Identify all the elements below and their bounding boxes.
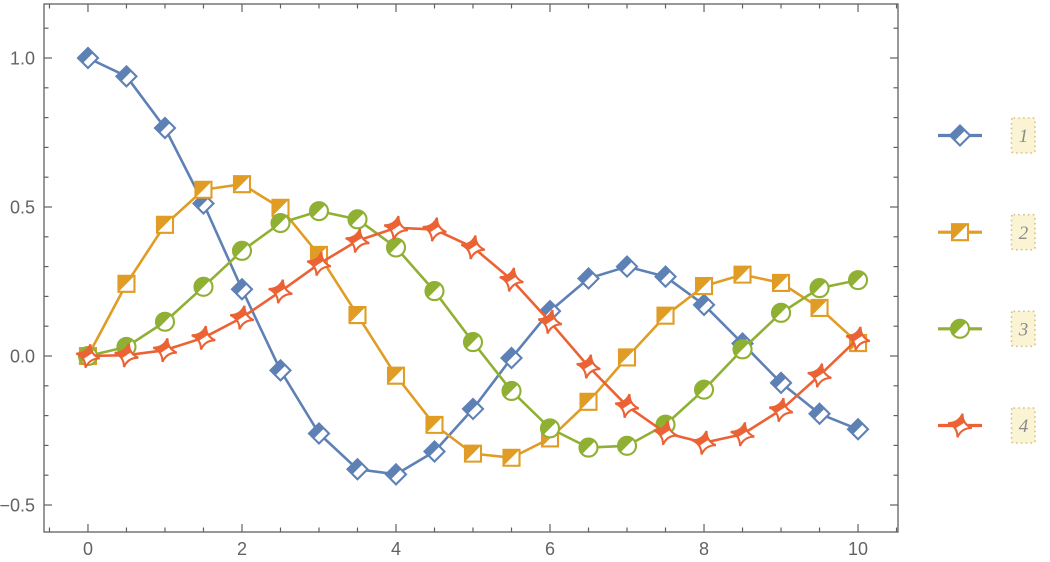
series-2 [80, 176, 866, 466]
data-point-marker [695, 381, 713, 399]
data-point-marker [266, 277, 294, 305]
legend-label-chip [1010, 310, 1036, 348]
data-point-marker [194, 278, 212, 296]
data-point-marker [580, 439, 598, 457]
plot-legend: 1 2 3 4 [938, 117, 1036, 444]
plot-frame [43, 3, 899, 533]
data-point-marker [734, 340, 752, 358]
data-point-marker [270, 360, 290, 380]
legend-label-chip [1010, 213, 1036, 251]
x-tick-label: 6 [545, 539, 555, 559]
data-point-marker [271, 214, 289, 232]
x-tick-label: 0 [83, 539, 93, 559]
data-point-marker [848, 419, 868, 439]
x-tick-label: 4 [391, 539, 401, 559]
data-point-marker [189, 324, 217, 352]
legend-label: 1 [1019, 126, 1029, 147]
x-tick-label: 2 [237, 539, 247, 559]
data-point-marker [387, 239, 405, 257]
legend-label-chip [1010, 407, 1036, 444]
data-point-marker [151, 336, 179, 364]
axis-ticks [44, 4, 898, 532]
data-point-marker [78, 48, 98, 68]
data-point-marker [348, 210, 366, 228]
data-point-marker [504, 450, 520, 466]
data-point-marker [618, 437, 636, 455]
y-axis-tick-labels: −0.5 0.0 0.5 1.0 [0, 48, 35, 515]
legend-label: 2 [1019, 223, 1029, 244]
data-point-marker [772, 304, 790, 322]
series-3 [79, 202, 867, 456]
data-point-marker [849, 271, 867, 289]
data-point-marker [116, 66, 136, 86]
legend-item-3: 3 [938, 310, 1036, 348]
legend-marker-icon [952, 224, 968, 240]
y-tick-label: −0.5 [0, 495, 35, 515]
data-point-marker [156, 313, 174, 331]
data-point-marker [690, 429, 718, 457]
data-point-marker [426, 282, 444, 300]
data-point-marker [157, 217, 173, 233]
data-point-marker [581, 394, 597, 410]
y-tick-label: 1.0 [10, 48, 35, 68]
data-point-marker [541, 419, 559, 437]
y-tick-label: 0.0 [10, 346, 35, 366]
data-point-marker [234, 176, 250, 192]
legend-marker-icon [950, 126, 970, 146]
data-point-marker [658, 308, 674, 324]
legend-item-2: 2 [938, 213, 1036, 251]
data-point-marker [233, 242, 251, 260]
data-point-marker [343, 226, 371, 254]
data-point-marker [118, 276, 134, 292]
x-tick-label: 8 [699, 539, 709, 559]
data-point-marker [155, 118, 175, 138]
data-point-marker [696, 278, 712, 294]
data-point-marker [728, 420, 756, 448]
y-tick-label: 0.5 [10, 197, 35, 217]
x-axis-tick-labels: 0 2 4 6 8 10 [83, 539, 868, 559]
data-point-marker [427, 417, 443, 433]
data-point-marker [735, 267, 751, 283]
data-point-marker [349, 307, 365, 323]
x-tick-label: 10 [848, 539, 868, 559]
series-1 [78, 48, 868, 484]
data-point-marker [656, 267, 676, 287]
data-point-marker [464, 333, 482, 351]
data-point-marker [617, 257, 637, 277]
series-markers-2 [80, 176, 866, 466]
legend-item-4: 4 [938, 407, 1036, 444]
data-point-marker [619, 349, 635, 365]
data-point-marker [503, 382, 521, 400]
data-point-marker [812, 300, 828, 316]
data-point-marker [310, 202, 328, 220]
data-point-marker [195, 182, 211, 198]
data-point-marker [465, 446, 481, 462]
data-point-marker [773, 275, 789, 291]
data-point-marker [232, 279, 252, 299]
legend-item-1: 1 [938, 117, 1036, 154]
data-point-marker [386, 464, 406, 484]
data-point-marker [388, 368, 404, 384]
legend-marker-icon [951, 320, 969, 338]
data-point-marker [811, 279, 829, 297]
legend-label: 4 [1019, 416, 1029, 437]
series-4 [74, 214, 873, 457]
legend-label: 3 [1018, 319, 1029, 340]
legend-label-chip [1010, 117, 1036, 154]
